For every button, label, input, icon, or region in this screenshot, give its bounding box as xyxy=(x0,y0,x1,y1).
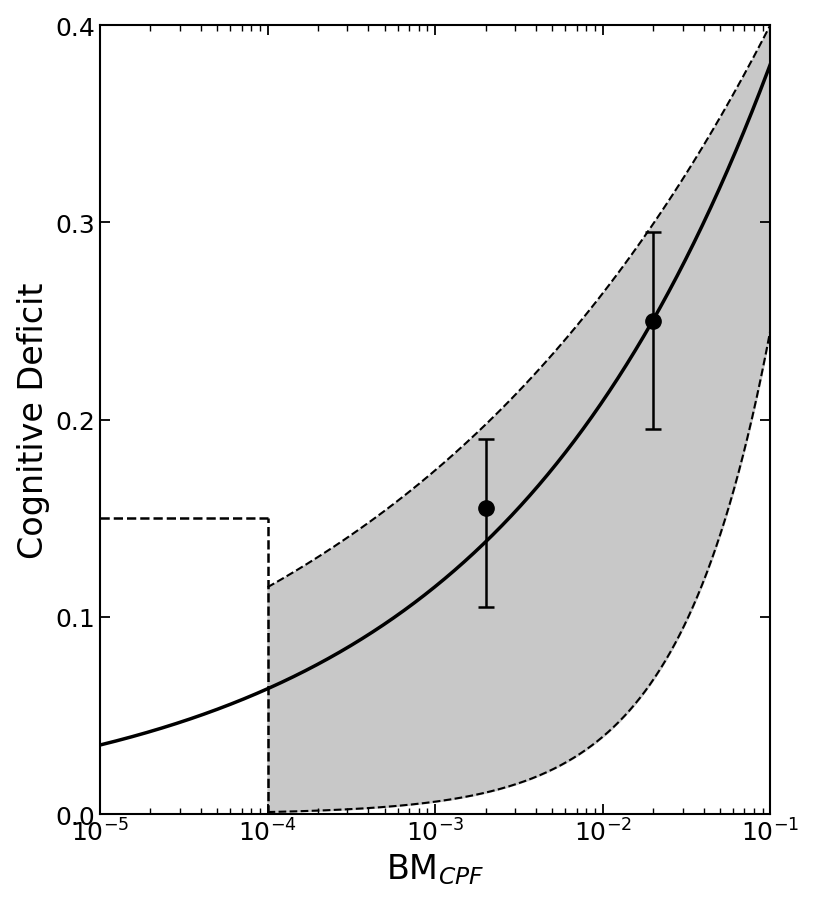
Y-axis label: Cognitive Deficit: Cognitive Deficit xyxy=(16,282,50,558)
X-axis label: $\mathregular{BM}_{CPF}$: $\mathregular{BM}_{CPF}$ xyxy=(386,852,484,887)
